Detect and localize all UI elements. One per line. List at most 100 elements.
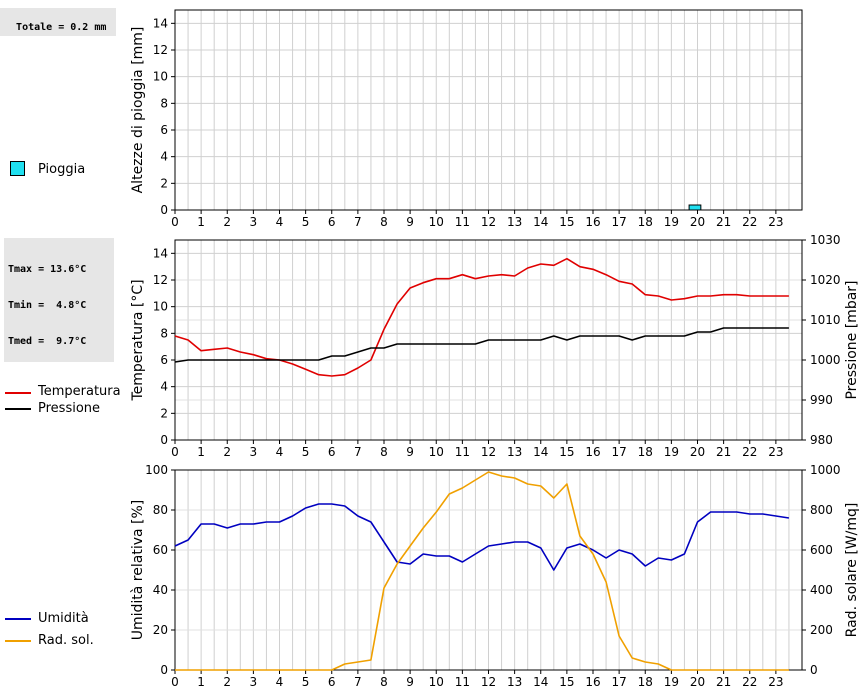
tmax-text: Tmax = 13.6°C: [8, 264, 87, 275]
humid-x-tick-label: 2: [223, 675, 231, 689]
temp-y-tick-label: 10: [153, 300, 168, 314]
rad-sol-series-line: [175, 471, 789, 671]
rain-x-tick-label: 7: [354, 215, 362, 229]
humidity-legend-label: Umidità: [38, 611, 89, 626]
rain-x-tick-label: 23: [768, 215, 783, 229]
tmed-text: Tmed = 9.7°C: [8, 336, 87, 347]
temp-y-tick-label: 4: [160, 380, 168, 394]
temp-x-tick-label: 11: [455, 445, 470, 459]
rain-x-tick-label: 3: [250, 215, 258, 229]
rain-x-tick-label: 18: [638, 215, 653, 229]
temp-y-tick-label: 2: [160, 406, 168, 420]
temp-x-tick-label: 15: [559, 445, 574, 459]
humid-y-axis-title: Umidità relativa [%]: [130, 500, 146, 641]
pressione-series-line: [174, 327, 789, 363]
temp-y2-tick-label: 1000: [810, 353, 841, 367]
humid-x-tick-label: 9: [406, 675, 414, 689]
tmin-text: Tmin = 4.8°C: [8, 300, 87, 311]
humid-x-tick-label: 16: [585, 675, 600, 689]
rain-x-tick-label: 2: [223, 215, 231, 229]
temp-stats-box: Tmax = 13.6°C Tmin = 4.8°C Tmed = 9.7°C: [4, 238, 114, 362]
temp-x-tick-label: 4: [276, 445, 284, 459]
temp-x-tick-label: 19: [664, 445, 679, 459]
temp-x-tick-label: 22: [742, 445, 757, 459]
temp-x-tick-label: 10: [429, 445, 444, 459]
rain-legend-label: Pioggia: [38, 162, 86, 177]
temp-x-tick-label: 9: [406, 445, 414, 459]
rain-x-tick-label: 20: [690, 215, 705, 229]
humid-y-tick-label: 20: [153, 623, 168, 637]
rain-x-tick-label: 21: [716, 215, 731, 229]
humid-y-tick-label: 0: [160, 663, 168, 677]
temp-x-tick-label: 23: [768, 445, 783, 459]
temp-x-tick-label: 2: [223, 445, 231, 459]
temp-x-tick-label: 21: [716, 445, 731, 459]
humid-x-tick-label: 8: [380, 675, 388, 689]
humid-x-tick-label: 7: [354, 675, 362, 689]
humid-x-tick-label: 11: [455, 675, 470, 689]
radiation-legend-label: Rad. sol.: [38, 633, 94, 648]
humid-x-tick-label: 4: [276, 675, 284, 689]
humid-x-tick-label: 1: [197, 675, 205, 689]
rain-total-text: Totale = 0.2 mm: [16, 22, 107, 33]
rain-x-tick-label: 15: [559, 215, 574, 229]
temp-x-tick-label: 1: [197, 445, 205, 459]
temp-y-tick-label: 6: [160, 353, 168, 367]
rain-y-axis-title: Altezze di pioggia [mm]: [130, 27, 146, 194]
radiation-legend-line: [5, 640, 31, 642]
rain-x-tick-label: 8: [380, 215, 388, 229]
humid-x-tick-label: 17: [611, 675, 626, 689]
humid-y2-tick-label: 0: [810, 663, 818, 677]
humid-y-tick-label: 100: [145, 463, 168, 477]
rain-x-tick-label: 0: [171, 215, 179, 229]
humid-x-tick-label: 23: [768, 675, 783, 689]
temp-y2-tick-label: 1030: [810, 233, 841, 247]
humid-y-tick-label: 60: [153, 543, 168, 557]
temp-x-tick-label: 16: [585, 445, 600, 459]
humid-y2-tick-label: 200: [810, 623, 833, 637]
humid-x-tick-label: 15: [559, 675, 574, 689]
temp-x-tick-label: 5: [302, 445, 310, 459]
temp-x-tick-label: 20: [690, 445, 705, 459]
temp-y2-tick-label: 1010: [810, 313, 841, 327]
humid-x-tick-label: 13: [507, 675, 522, 689]
temp-y2-tick-label: 980: [810, 433, 833, 447]
temp-legend-line: [5, 392, 31, 394]
humid-x-tick-label: 3: [250, 675, 258, 689]
humid-x-tick-label: 21: [716, 675, 731, 689]
humid-x-tick-label: 19: [664, 675, 679, 689]
rain-y-tick-label: 10: [153, 70, 168, 84]
rain-x-tick-label: 22: [742, 215, 757, 229]
humid-x-tick-label: 18: [638, 675, 653, 689]
temp-y-tick-label: 8: [160, 326, 168, 340]
humid-x-tick-label: 0: [171, 675, 179, 689]
humid-y-tick-label: 40: [153, 583, 168, 597]
humidity-legend-line: [5, 618, 31, 620]
humid-x-tick-label: 22: [742, 675, 757, 689]
umidit-series-line: [174, 503, 790, 571]
temp-y-tick-label: 12: [153, 273, 168, 287]
humid-y-tick-label: 80: [153, 503, 168, 517]
humid-x-tick-label: 10: [429, 675, 444, 689]
humid-y2-axis-title: Rad. solare [W/mq]: [844, 503, 860, 638]
rain-bar: [688, 204, 702, 211]
rain-x-tick-label: 16: [585, 215, 600, 229]
humid-x-tick-label: 20: [690, 675, 705, 689]
temp-x-tick-label: 3: [250, 445, 258, 459]
temp-y-tick-label: 0: [160, 433, 168, 447]
rain-x-tick-label: 4: [276, 215, 284, 229]
humid-y2-tick-label: 600: [810, 543, 833, 557]
rain-y-tick-label: 14: [153, 16, 168, 30]
temp-x-tick-label: 17: [611, 445, 626, 459]
humid-x-tick-label: 5: [302, 675, 310, 689]
humid-x-tick-label: 6: [328, 675, 336, 689]
humid-x-tick-label: 12: [481, 675, 496, 689]
rain-x-tick-label: 13: [507, 215, 522, 229]
rain-y-tick-label: 6: [160, 123, 168, 137]
rain-x-tick-label: 19: [664, 215, 679, 229]
temp-x-tick-label: 18: [638, 445, 653, 459]
rain-y-tick-label: 12: [153, 43, 168, 57]
humid-x-tick-label: 14: [533, 675, 548, 689]
humid-y2-tick-label: 1000: [810, 463, 841, 477]
temp-x-tick-label: 8: [380, 445, 388, 459]
